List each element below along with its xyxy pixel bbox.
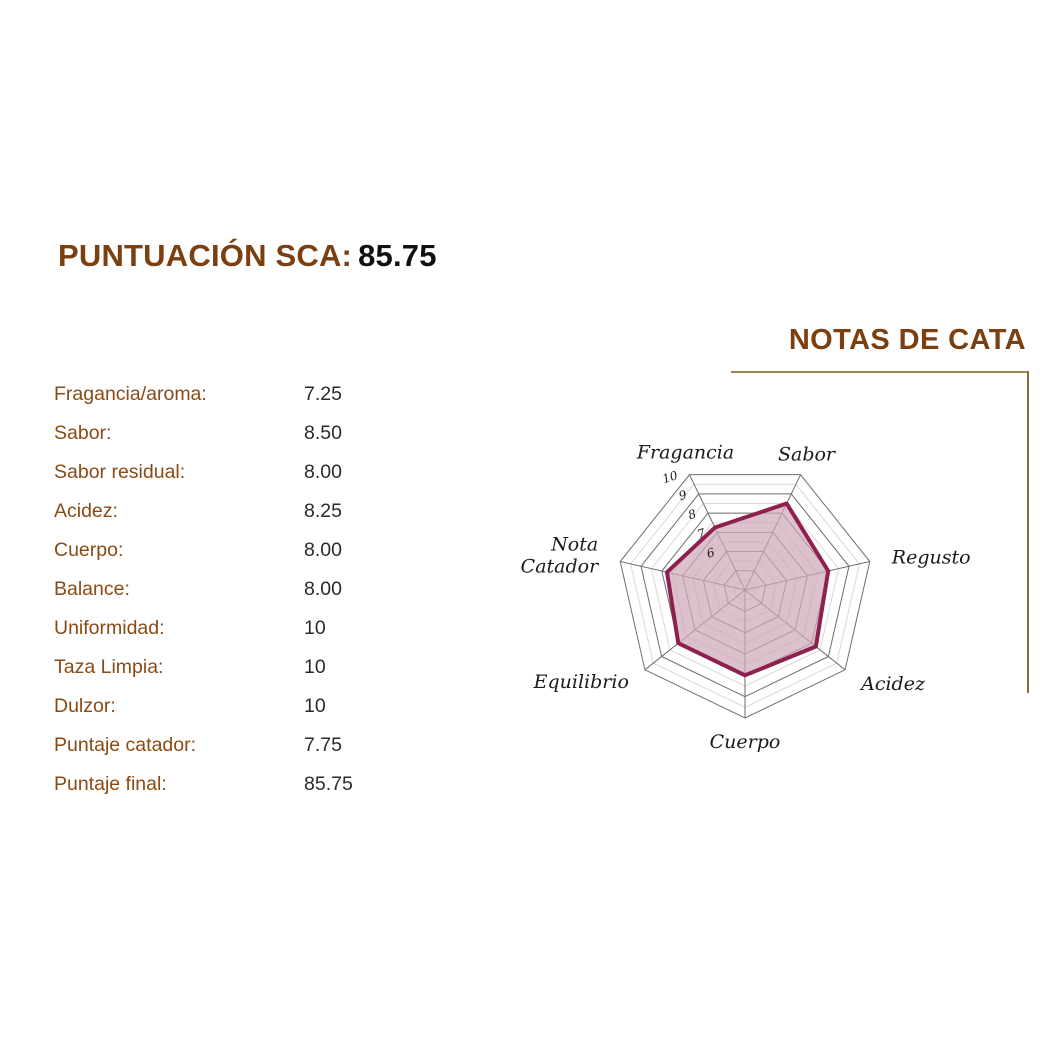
score-row: Puntaje catador: 7.75: [54, 734, 394, 773]
score-row-value: 85.75: [304, 773, 353, 795]
radar-ring: [619, 474, 871, 719]
score-row-value: 8.00: [304, 461, 342, 483]
score-row-label: Cuerpo:: [54, 539, 124, 561]
score-row-value: 8.00: [304, 578, 342, 600]
score-row-label: Sabor:: [54, 422, 112, 444]
score-row: Fragancia/aroma: 7.25: [54, 383, 394, 422]
page-title: PUNTUACIÓN SCA: 85.75: [58, 238, 437, 274]
score-row-value: 10: [304, 617, 326, 639]
radar-axis-label-sabor: Sabor: [778, 444, 837, 466]
score-table: Fragancia/aroma: 7.25 Sabor: 8.50 Sabor resi…: [54, 383, 394, 812]
radar-tick-labels: 109 8 7 6: [661, 468, 717, 561]
score-row: Sabor: 8.50: [54, 422, 394, 461]
radar-axis-label-acidez: Acidez: [859, 673, 926, 695]
score-row-value: 7.25: [304, 383, 342, 405]
score-row: Dulzor: 10: [54, 695, 394, 734]
score-row-label: Fragancia/aroma:: [54, 383, 207, 405]
score-row-label: Sabor residual:: [54, 461, 186, 483]
notes-panel-vertical-rule: [1027, 371, 1029, 693]
score-row-label: Balance:: [54, 578, 130, 600]
notes-panel-horizontal-rule: [731, 371, 1029, 373]
radar-axis-label-equilibrio: Equilibrio: [533, 671, 629, 693]
score-row-value: 8.25: [304, 500, 342, 522]
score-row: Acidez: 8.25: [54, 500, 394, 539]
radar-data-polygon: [665, 501, 831, 678]
radar-tick-label: 10: [661, 468, 680, 486]
radar-axis-labels: Sabor Regusto Acidez Cuerpo Equilibrio NotaCa…: [521, 442, 971, 753]
score-row-value: 10: [304, 656, 326, 678]
score-row: Cuerpo: 8.00: [54, 539, 394, 578]
radar-axis-label-nota-catador: Catador: [521, 556, 600, 578]
score-row: Uniformidad: 10: [54, 617, 394, 656]
score-row: Balance: 8.00: [54, 578, 394, 617]
radar-axis-label-fragancia: Fragancia: [636, 442, 734, 464]
score-row-label: Acidez:: [54, 500, 118, 522]
radar-minor-ring: [650, 503, 840, 687]
radar-chart-svg: 109 8 7 6 Sabor Regusto Acidez Cuerpo Equilibri…: [521, 442, 971, 753]
score-row-label: Puntaje catador:: [54, 734, 197, 756]
radar-axis-label-nota-catador: Nota: [550, 534, 598, 556]
radar-axis-label-cuerpo: Cuerpo: [710, 731, 781, 753]
radar-tick-label: 8: [686, 507, 698, 523]
radar-axis-label-regusto: Regusto: [891, 547, 971, 569]
radar-chart: 10 9 8 7 6 Sabor Regusto Acidez Cuerpo Equilibri…: [500, 415, 1030, 775]
score-row-label: Puntaje final:: [54, 773, 167, 795]
score-row: Puntaje final: 85.75: [54, 773, 394, 812]
radar-series-notas-de-cata: [665, 501, 831, 678]
radar-ring: [640, 493, 850, 698]
score-row: Taza Limpia: 10: [54, 656, 394, 695]
notes-panel-title: NOTAS DE CATA: [788, 324, 1026, 356]
score-row-value: 7.75: [304, 734, 342, 756]
radar-tick-label: 6: [705, 545, 717, 561]
score-row-label: Dulzor:: [54, 695, 116, 717]
score-row-label: Uniformidad:: [54, 617, 165, 639]
radar-tick-label: 9: [677, 487, 689, 503]
score-row-label: Taza Limpia:: [54, 656, 164, 678]
score-row-value: 8.50: [304, 422, 342, 444]
radar-tick-label: 7: [696, 526, 708, 542]
sca-score-value: 85.75: [358, 238, 437, 273]
sca-score-label: PUNTUACIÓN SCA:: [58, 238, 353, 273]
score-row-value: 8.00: [304, 539, 342, 561]
radar-minor-ring: [630, 483, 860, 708]
score-row: Sabor residual: 8.00: [54, 461, 394, 500]
score-row-value: 10: [304, 695, 326, 717]
